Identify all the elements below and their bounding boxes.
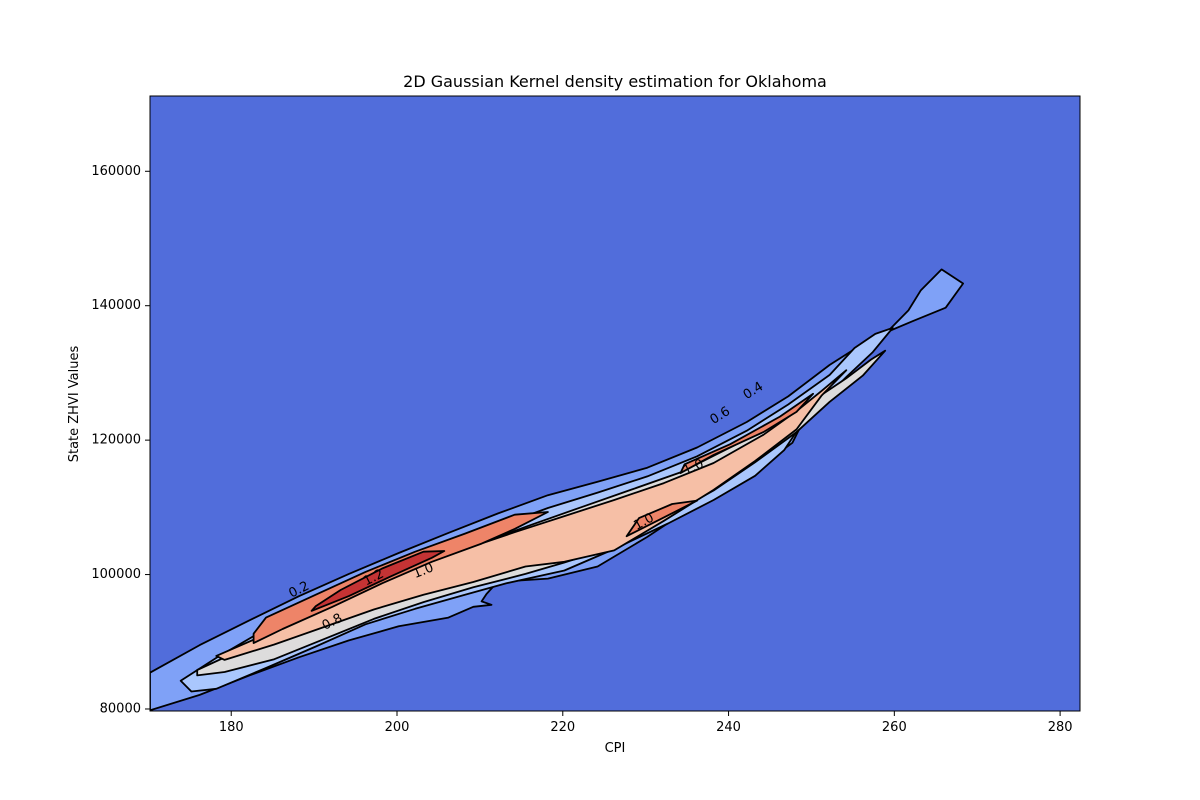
x-tick-label-280: 280 (1048, 720, 1073, 735)
contour-level-1-region-2 (625, 499, 698, 538)
y-tick-label-80000: 80000 (100, 701, 141, 716)
y-tick-label-160000: 160000 (91, 164, 141, 179)
plot-area: 0.20.40.60.81.01.01.01.2 (149, 95, 1081, 712)
y-tick-label-120000: 120000 (91, 433, 141, 448)
y-tick-label-140000: 140000 (91, 298, 141, 313)
y-axis-label: State ZHVI Values (67, 345, 82, 462)
density-contours (150, 268, 964, 711)
y-tick-label-100000: 100000 (91, 567, 141, 582)
x-tick-label-180: 180 (219, 720, 244, 735)
plot-frame (149, 95, 1081, 712)
x-axis: 180 200 220 240 260 280 (219, 711, 1073, 735)
contour-label-5: 1.0 (411, 560, 436, 582)
chart-title: 2D Gaussian Kernel density estimation fo… (403, 72, 827, 91)
x-axis-label: CPI (605, 741, 626, 756)
contour-level-1-region-3 (679, 392, 814, 474)
contour-level-1-2-region-1 (310, 550, 446, 612)
x-tick-label-240: 240 (716, 720, 741, 735)
x-tick-label-200: 200 (385, 720, 410, 735)
x-tick-label-260: 260 (882, 720, 907, 735)
contour-level-1-region-1 (252, 511, 549, 644)
y-axis: 80000 100000 120000 140000 160000 (91, 164, 150, 716)
x-tick-label-220: 220 (550, 720, 575, 735)
